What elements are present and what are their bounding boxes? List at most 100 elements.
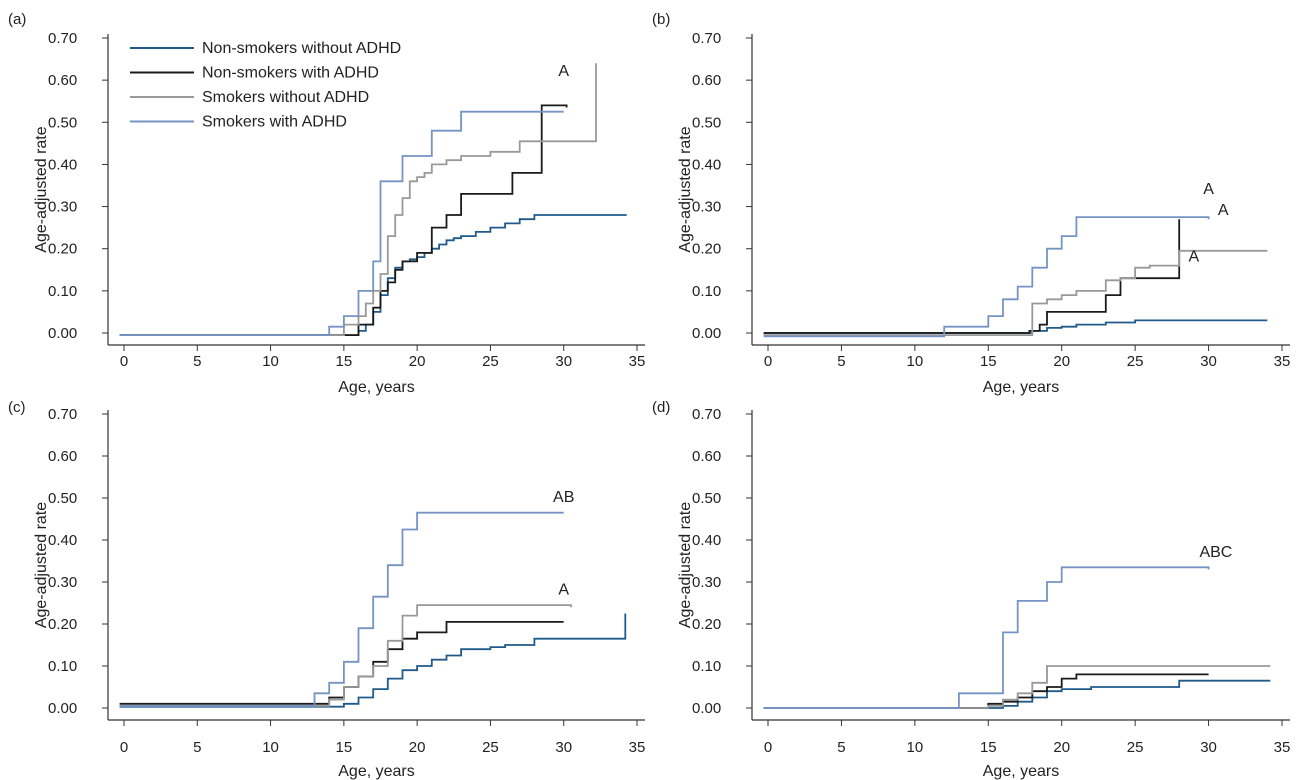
series-line-non-smokers-without-adhd [763,679,1271,709]
y-tick-label: 0.40 [692,156,721,173]
series-line-smokers-without-adhd [763,249,1268,336]
y-axis-title: Age-adjusted rate [33,502,50,628]
x-tick-label: 25 [482,353,499,370]
panel-b: (b) 0 5 10 15 20 25 30 35 0.00 0.10 0.20 0.30 0.40 0.5… [652,11,1290,396]
y-tick-label: 0.30 [692,574,721,591]
y-tick-label: 0.10 [692,283,721,300]
series-line-non-smokers-without-adhd [119,613,627,708]
y-tick-label: 0.70 [692,406,721,423]
y-tick-label: 0.40 [48,532,77,549]
y-tick-label: 0.70 [48,406,77,423]
x-tick-label: 30 [1200,739,1217,756]
x-axis-title: Age, years [983,379,1059,396]
x-tick-label: 0 [120,353,128,370]
y-tick-label: 0.70 [48,30,77,47]
x-tick-label: 15 [336,739,353,756]
x-tick-label: 5 [193,353,201,370]
series-line-smokers-with-adhd [119,110,564,336]
x-tick-label: 5 [193,739,201,756]
panel-a: (a) 0 5 10 15 20 25 30 35 0.00 0.10 0.20 0.30 0.40 0.5… [8,11,645,396]
y-tick-label: 0.50 [48,114,77,131]
y-tick-label: 0.30 [48,574,77,591]
legend: Non-smokers without ADHD Non-smokers with… [130,40,401,131]
series-line-smokers-with-adhd [119,511,564,707]
y-tick-label: 0.00 [48,700,77,717]
y-tick-label: 0.10 [48,283,77,300]
y-tick-label: 0.70 [692,30,721,47]
panel-letter: (a) [8,11,26,28]
panel-letter: (b) [652,11,670,28]
x-tick-label: 20 [1053,353,1070,370]
y-tick-label: 0.00 [48,325,77,342]
x-tick-label: 35 [629,353,646,370]
y-tick-label: 0.00 [692,700,721,717]
x-tick-label: 20 [409,739,426,756]
x-tick-label: 10 [262,739,279,756]
x-tick-label: 35 [1274,739,1291,756]
x-tick-label: 35 [629,739,646,756]
x-axis-title: Age, years [338,379,414,396]
x-tick-label: 25 [482,739,499,756]
series-line-non-smokers-with-adhd [119,621,564,705]
y-tick-label: 0.60 [48,448,77,465]
annotation-label: A [1218,202,1229,219]
y-tick-label: 0.40 [692,532,721,549]
panel-letter: (c) [8,399,26,416]
y-tick-label: 0.10 [48,658,77,675]
series-line-smokers-without-adhd [763,665,1271,709]
y-tick-label: 0.60 [692,448,721,465]
x-tick-label: 15 [980,353,997,370]
series-line-smokers-without-adhd [119,63,597,336]
series-line-non-smokers-without-adhd [763,319,1268,334]
y-tick-label: 0.60 [48,72,77,89]
series-line-non-smokers-with-adhd [763,219,1181,334]
y-tick-label: 0.20 [692,241,721,258]
x-tick-label: 10 [262,353,279,370]
x-tick-label: 20 [1053,739,1070,756]
x-axis-title: Age, years [338,763,414,780]
panel-d: (d) 0 5 10 15 20 25 30 35 0.00 0.10 0.20 0.30 0.40 0.5… [652,399,1290,780]
y-axis-title: Age-adjusted rate [677,126,694,252]
y-axis-title: Age-adjusted rate [33,126,50,252]
legend-entry: Non-smokers without ADHD [202,40,401,57]
annotation-label: A [558,63,569,80]
x-axis-title: Age, years [983,763,1059,780]
x-tick-label: 0 [120,739,128,756]
x-tick-label: 0 [764,353,772,370]
x-tick-label: 25 [1127,353,1144,370]
legend-entry: Smokers with ADHD [202,114,347,131]
series-line-smokers-with-adhd [763,566,1210,709]
y-tick-label: 0.50 [692,490,721,507]
legend-entry: Non-smokers with ADHD [202,65,379,82]
x-tick-label: 10 [907,739,924,756]
y-tick-label: 0.10 [692,658,721,675]
x-tick-label: 25 [1127,739,1144,756]
x-tick-label: 15 [980,739,997,756]
series-line-smokers-with-adhd [763,216,1210,338]
x-tick-label: 35 [1274,353,1291,370]
y-tick-label: 0.30 [692,199,721,216]
y-tick-label: 0.60 [692,72,721,89]
x-tick-label: 30 [555,739,572,756]
y-tick-label: 0.30 [48,199,77,216]
x-tick-label: 10 [907,353,924,370]
legend-entry: Smokers without ADHD [202,89,369,106]
y-tick-label: 0.50 [48,490,77,507]
annotation-label: A [1203,181,1214,198]
y-tick-label: 0.50 [692,114,721,131]
annotation-label: A [1189,248,1200,265]
panel-letter: (d) [652,399,670,416]
x-tick-label: 20 [409,353,426,370]
annotation-label: A [558,582,569,599]
series-line-smokers-without-adhd [119,604,572,707]
y-axis-title: Age-adjusted rate [677,502,694,628]
y-tick-label: 0.20 [48,616,77,633]
x-tick-label: 5 [837,353,845,370]
x-tick-label: 15 [336,353,353,370]
x-tick-label: 5 [837,739,845,756]
annotation-label: AB [553,489,574,506]
x-tick-label: 30 [555,353,572,370]
series-line-non-smokers-with-adhd [119,104,568,336]
x-tick-label: 0 [764,739,772,756]
